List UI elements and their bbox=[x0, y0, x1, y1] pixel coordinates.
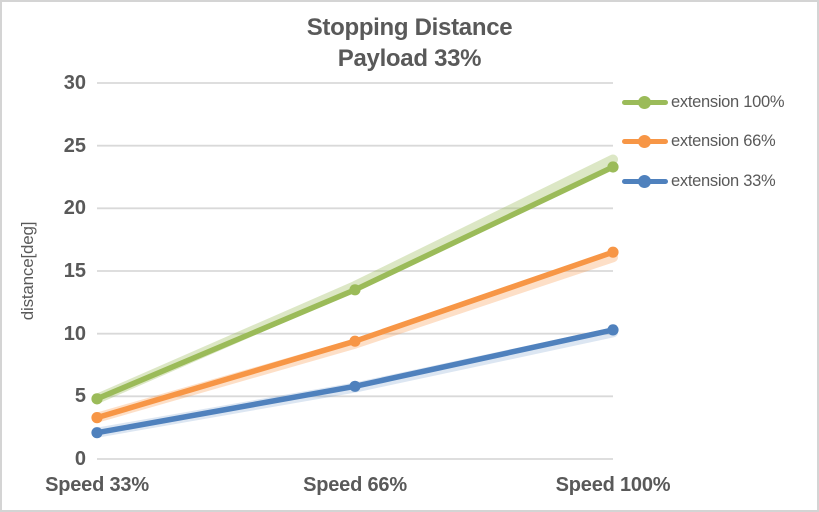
y-tick-label-10: 10 bbox=[63, 322, 86, 345]
legend-label: extension 100% bbox=[671, 92, 785, 111]
data-point bbox=[91, 393, 103, 405]
legend-marker-dot bbox=[638, 95, 651, 109]
legend-marker-icon bbox=[622, 174, 668, 188]
x-tick-label-1: Speed 66% bbox=[303, 474, 407, 496]
legend-item-2: extension 33% bbox=[622, 169, 776, 193]
y-tick-label-30: 30 bbox=[63, 72, 86, 94]
y-tick-label-15: 15 bbox=[63, 260, 86, 282]
legend-item-1: extension 66% bbox=[622, 129, 776, 153]
legend-label: extension 33% bbox=[671, 171, 776, 190]
data-point bbox=[91, 427, 103, 439]
data-point bbox=[607, 161, 619, 173]
y-tick-label-25: 25 bbox=[63, 134, 86, 157]
legend-marker-dot bbox=[638, 174, 651, 188]
legend-marker-icon bbox=[622, 134, 668, 148]
data-point bbox=[349, 284, 361, 296]
y-tick-label-0: 0 bbox=[74, 448, 86, 470]
x-tick-label-2: Speed 100% bbox=[555, 474, 671, 496]
chart-title-line-1: Stopping Distance bbox=[306, 14, 513, 41]
data-point bbox=[349, 380, 361, 392]
legend-marker-icon bbox=[622, 95, 668, 109]
y-tick-label-5: 5 bbox=[74, 385, 86, 408]
data-point bbox=[607, 324, 619, 336]
legend-item-0: extension 100% bbox=[622, 90, 785, 114]
chart-title-line-2: Payload 33% bbox=[337, 45, 482, 72]
x-tick-label-0: Speed 33% bbox=[45, 474, 149, 496]
data-point bbox=[91, 412, 103, 424]
legend-label: extension 66% bbox=[671, 131, 776, 150]
chart-title: Stopping Distance Payload 33% bbox=[0, 12, 819, 74]
series-line bbox=[94, 249, 616, 421]
data-point bbox=[349, 335, 361, 347]
legend-marker-dot bbox=[638, 134, 651, 148]
data-point bbox=[607, 246, 619, 258]
y-tick-label-20: 20 bbox=[63, 197, 86, 220]
